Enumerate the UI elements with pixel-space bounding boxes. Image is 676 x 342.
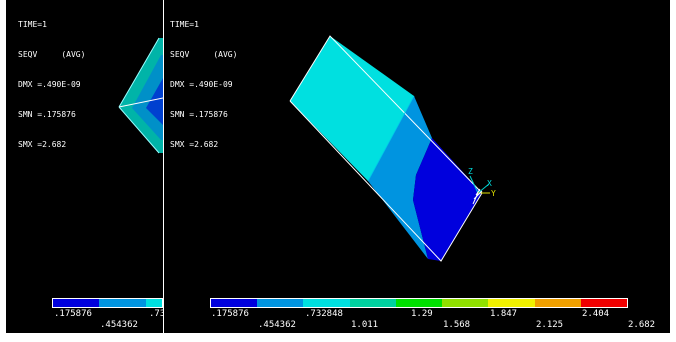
legend-label: 1.011 [351, 320, 379, 330]
triad-y-label: Y [491, 189, 496, 198]
time-label: TIME=1 [170, 20, 199, 29]
legend-label: .454362 [258, 320, 296, 330]
triad-x-label: X [487, 179, 492, 188]
coordinate-triad-icon: Z X Y [468, 167, 496, 205]
legend-band [534, 299, 581, 307]
legend-label: 2.404 [582, 309, 610, 319]
contour-band-cyan [290, 36, 414, 181]
model-face-core [146, 78, 163, 125]
legend-band [580, 299, 627, 307]
left-model-plot [118, 37, 163, 154]
dmx-label: DMX =.490E-09 [18, 80, 81, 89]
legend-label: 1.847 [490, 309, 518, 319]
left-legend-bar [52, 298, 163, 308]
smn-label: SMN =.175876 [170, 110, 228, 119]
smn-label: SMN =.175876 [18, 110, 76, 119]
legend-band [395, 299, 443, 307]
legend-label: 2.682 [628, 320, 656, 330]
dmx-label: DMX =.490E-09 [170, 80, 233, 89]
legend-band [53, 299, 100, 307]
right-results-info: TIME=1 SEQV (AVG) DMX =.490E-09 SMN =.17… [170, 0, 237, 170]
legend-label: 1.29 [411, 309, 433, 319]
model-edge [118, 97, 163, 108]
left-graphics-viewport[interactable]: TIME=1 SEQV (AVG) DMX =.490E-09 SMN =.17… [6, 0, 163, 333]
legend-band [145, 299, 163, 307]
seqv-label: SEQV (AVG) [170, 50, 238, 59]
legend-label: .73 [149, 309, 163, 319]
legend-band [303, 299, 350, 307]
right-graphics-viewport[interactable]: TIME=1 SEQV (AVG) DMX =.490E-09 SMN =.17… [164, 0, 670, 333]
legend-band [442, 299, 489, 307]
time-label: TIME=1 [18, 20, 47, 29]
legend-band [488, 299, 535, 307]
legend-band [99, 299, 146, 307]
right-model-plot: Z X Y [289, 35, 496, 262]
seqv-label: SEQV (AVG) [18, 50, 86, 59]
legend-label: .175876 [211, 309, 249, 319]
right-legend-bar [210, 298, 628, 308]
smx-label: SMX =2.682 [170, 140, 219, 149]
legend-band [349, 299, 396, 307]
legend-label: 2.125 [536, 320, 564, 330]
triad-z-label: Z [468, 167, 473, 176]
legend-label: 1.568 [443, 320, 471, 330]
legend-band [211, 299, 258, 307]
model-edge [118, 106, 160, 154]
model-face-inner [132, 55, 163, 140]
viewport-divider [163, 0, 164, 333]
contour-band-lightblue [368, 96, 432, 259]
legend-label: .454362 [100, 320, 138, 330]
smx-label: SMX =2.682 [18, 140, 67, 149]
model-edge [118, 37, 160, 108]
legend-label: .732848 [305, 309, 343, 319]
legend-band [257, 299, 304, 307]
legend-label: .175876 [54, 309, 92, 319]
left-results-info: TIME=1 SEQV (AVG) DMX =.490E-09 SMN =.17… [18, 0, 85, 170]
contour-band-blue [413, 138, 482, 261]
band-boundary [367, 95, 415, 182]
